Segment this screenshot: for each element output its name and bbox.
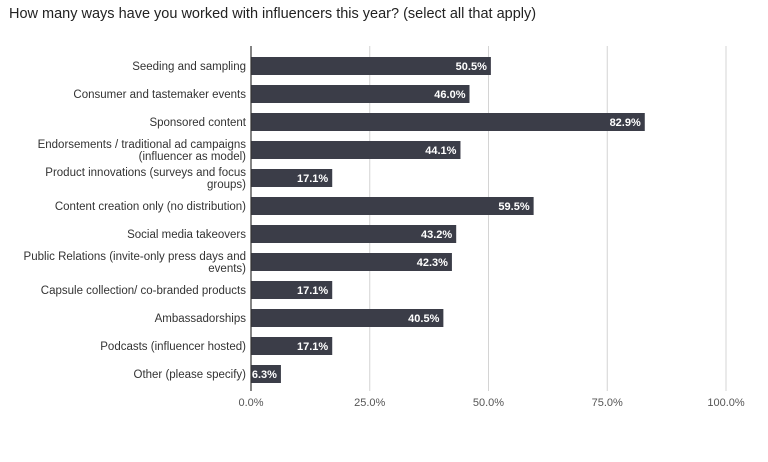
- bar: [251, 85, 470, 103]
- category-labels: Seeding and sampling Consumer and tastema…: [24, 61, 247, 381]
- bar: [251, 197, 534, 215]
- category-label: Content creation only (no distribution): [55, 201, 246, 213]
- bar-value-label: 17.1%: [297, 173, 328, 185]
- category-label: Consumer and tastemaker events: [73, 89, 246, 101]
- bar: [251, 57, 491, 75]
- bar-value-label: 59.5%: [498, 201, 529, 213]
- x-tick-label: 50.0%: [473, 397, 504, 409]
- category-label: Other (please specify): [134, 369, 247, 381]
- bar-value-label: 17.1%: [297, 341, 328, 353]
- bar-value-label: 42.3%: [417, 257, 448, 269]
- category-label: Social media takeovers: [127, 229, 246, 241]
- x-tick-label: 25.0%: [354, 397, 385, 409]
- category-label: Endorsements / traditional ad campaigns(…: [38, 139, 247, 163]
- category-label: Ambassadorships: [155, 313, 247, 325]
- bars: 50.5% 46.0% 82.9% 44.1% 17.1% 59.5% 43.2% 42.3%…: [250, 46, 645, 391]
- category-label: Sponsored content: [149, 117, 246, 129]
- bar-value-label: 46.0%: [434, 89, 465, 101]
- category-label: Podcasts (influencer hosted): [100, 341, 246, 353]
- x-tick-label: 100.0%: [707, 397, 745, 409]
- bar: [251, 337, 333, 355]
- bar: [251, 169, 333, 187]
- bar: [251, 309, 444, 327]
- bar: [251, 225, 457, 243]
- category-label: Seeding and sampling: [132, 61, 246, 73]
- gridlines: [369, 46, 727, 391]
- x-tick-labels: 0.0% 25.0% 50.0% 75.0% 100.0%: [238, 397, 744, 409]
- category-label: Public Relations (invite-only press days…: [24, 251, 247, 275]
- bar-value-label: 6.3%: [252, 369, 277, 381]
- bar: [251, 365, 281, 383]
- category-label: Product innovations (surveys and focus gr…: [45, 167, 246, 191]
- bar-value-label: 40.5%: [408, 313, 439, 325]
- category-label: Capsule collection/ co-branded products: [41, 285, 246, 297]
- bar-value-label: 43.2%: [421, 229, 452, 241]
- x-tick-label: 75.0%: [592, 397, 623, 409]
- bar-value-label: 44.1%: [425, 145, 456, 157]
- chart-title: How many ways have you worked with influ…: [9, 6, 537, 22]
- bar-value-label: 17.1%: [297, 285, 328, 297]
- bar: [251, 281, 333, 299]
- bar: [251, 141, 461, 159]
- bar: [251, 113, 645, 131]
- x-tick-label: 0.0%: [238, 397, 263, 409]
- bar: [251, 253, 452, 271]
- bar-value-label: 50.5%: [456, 61, 487, 73]
- bar-value-label: 82.9%: [610, 117, 641, 129]
